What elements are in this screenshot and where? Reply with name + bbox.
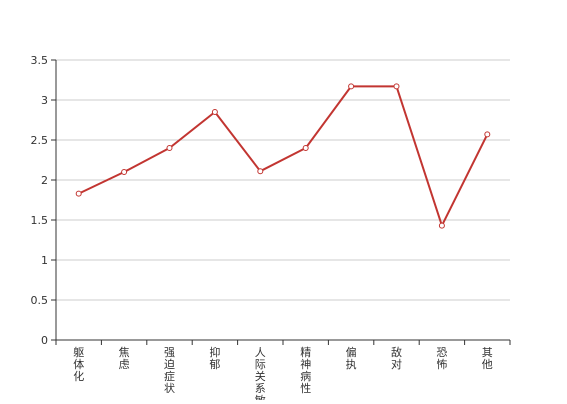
data-point bbox=[211, 109, 218, 115]
x-tick-label: 恐怖 bbox=[436, 346, 447, 371]
series-line-0 bbox=[78, 85, 489, 227]
x-tick-label: 抑郁 bbox=[209, 345, 220, 371]
x-tick-label: 其他 bbox=[482, 346, 493, 371]
data-point bbox=[257, 168, 264, 175]
axis-layer bbox=[55, 60, 510, 341]
y-tick-label: 1 bbox=[41, 254, 48, 267]
x-tick-labels: 躯体化 焦虑 强迫症状 抑郁 人际关系敏感 精神病性 偏执 敌对 恐怖 其他 bbox=[55, 340, 511, 404]
data-point bbox=[393, 83, 400, 90]
y-tick-label: 2.5 bbox=[31, 134, 49, 147]
y-tick-label: 3 bbox=[41, 94, 48, 107]
y-tick-label: 1.5 bbox=[31, 214, 49, 227]
y-tick-label: 3.5 bbox=[31, 54, 49, 67]
x-tick-label: 强迫症状 bbox=[164, 346, 175, 395]
series-layer bbox=[75, 83, 491, 229]
x-tick-label: 焦虑 bbox=[119, 346, 130, 371]
data-point bbox=[166, 145, 173, 151]
y-tick-labels: 0 0.5 1 1.5 2 2.5 3 3.5 bbox=[31, 54, 56, 347]
x-tick-label: 精神病性 bbox=[300, 346, 311, 395]
data-point bbox=[348, 83, 355, 90]
data-point bbox=[302, 145, 309, 151]
y-tick-label: 2 bbox=[41, 174, 48, 187]
x-tick-label: 敌对 bbox=[391, 345, 402, 371]
data-point bbox=[75, 190, 82, 197]
data-point bbox=[438, 222, 445, 229]
x-tick-label: 躯体化 bbox=[73, 346, 84, 383]
y-tick-label: 0 bbox=[41, 334, 48, 347]
grid-layer bbox=[56, 59, 510, 301]
y-tick-label: 0.5 bbox=[31, 294, 49, 307]
x-tick-label: 偏执 bbox=[346, 345, 357, 371]
data-point bbox=[484, 131, 491, 138]
x-tick-label: 人际关系敏感 bbox=[255, 346, 266, 400]
data-point bbox=[121, 169, 128, 175]
